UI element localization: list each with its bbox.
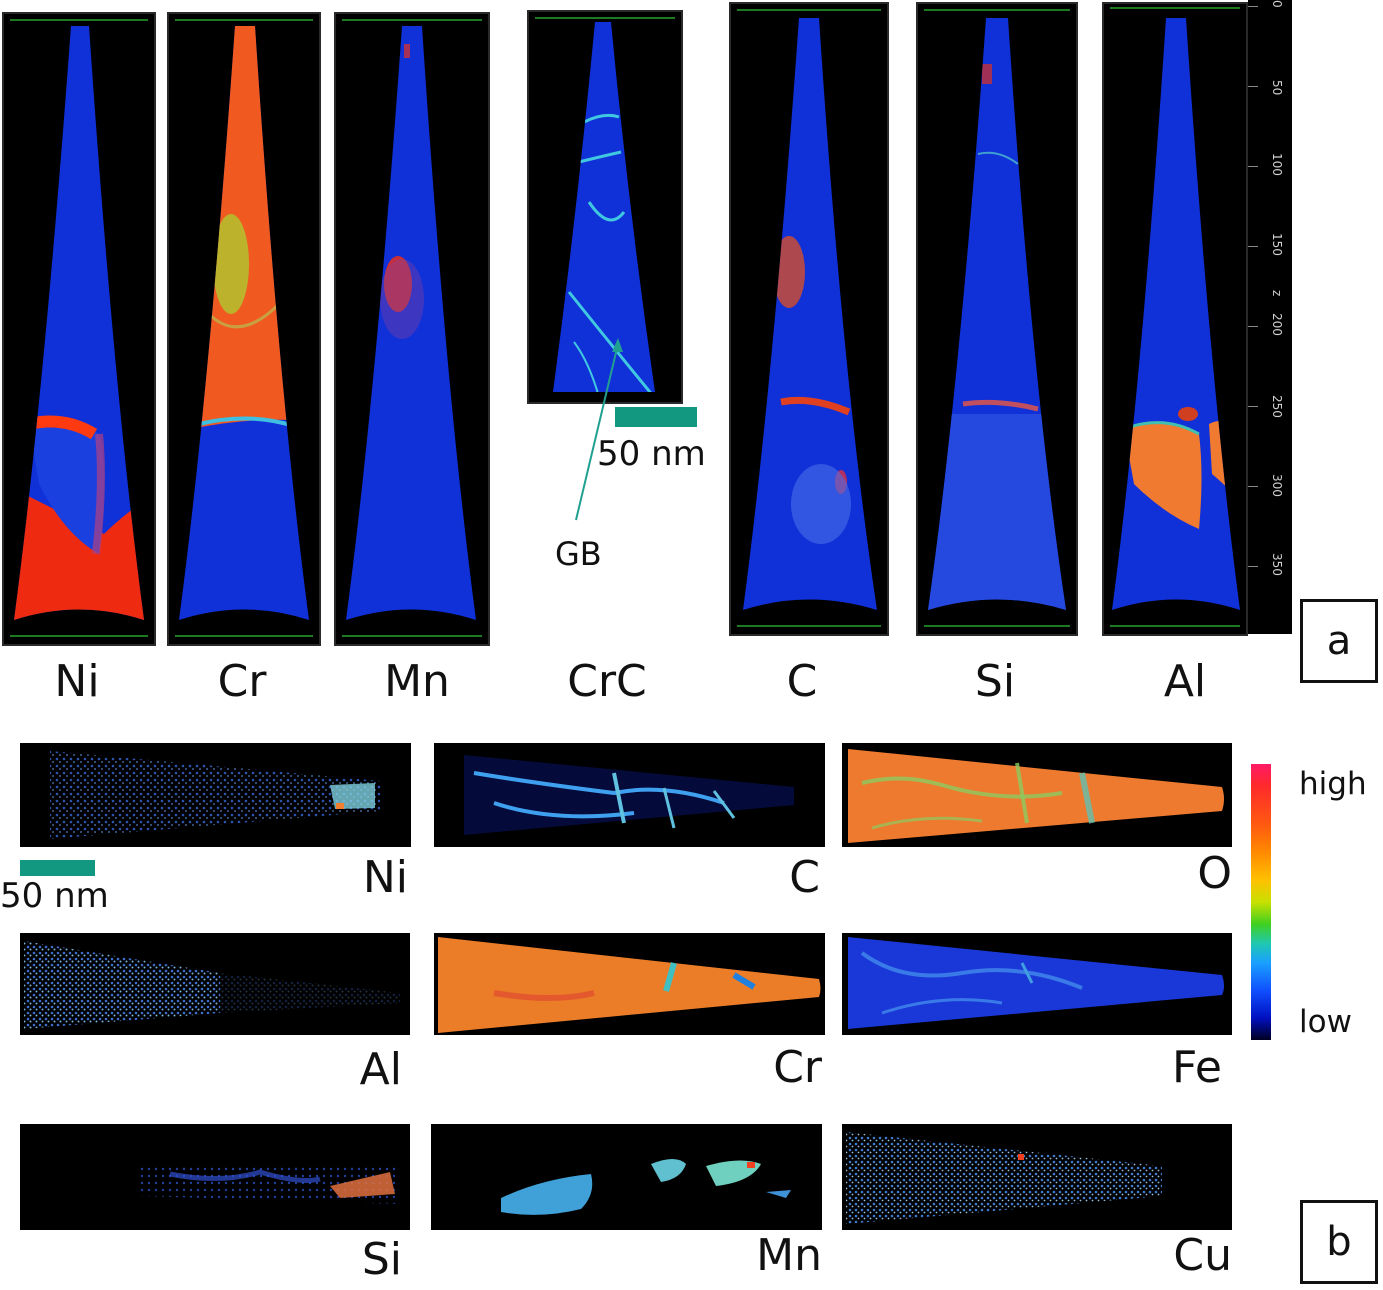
map-cr (434, 933, 825, 1035)
map-label-c: C (789, 852, 820, 903)
z-tick-mark (1248, 246, 1258, 247)
tip-label-mn: Mn (384, 656, 450, 707)
z-tick-mark (1248, 6, 1258, 7)
panel-tag-b: b (1300, 1200, 1378, 1284)
map-label-cr: Cr (773, 1042, 822, 1093)
map-label-o: O (1197, 848, 1232, 899)
map-label-si: Si (361, 1234, 402, 1285)
tip-label-crc: CrC (567, 656, 647, 707)
gb-arrow (575, 338, 623, 521)
z-tick-mark (1248, 86, 1258, 87)
map-label-fe: Fe (1172, 1042, 1222, 1093)
z-tick-label: 300 (1270, 474, 1284, 497)
tip-label-cr: Cr (217, 656, 267, 707)
tip-map-mn (334, 12, 490, 646)
tip-map-si (916, 2, 1078, 636)
z-tick-mark (1248, 166, 1258, 167)
tip-label-al: Al (1163, 656, 1207, 707)
scale-bar-b-label: 50 nm (0, 876, 109, 916)
map-label-cu: Cu (1173, 1230, 1232, 1281)
map-label-mn: Mn (756, 1230, 822, 1281)
scale-bar-a-label: 50 nm (597, 434, 706, 474)
map-si (20, 1124, 410, 1230)
z-tick-mark (1248, 406, 1258, 407)
z-tick-label: 0 (1270, 0, 1284, 8)
z-tick-label: 350 (1270, 553, 1284, 576)
map-cu (842, 1124, 1232, 1230)
map-label-al: Al (359, 1044, 402, 1095)
z-axis-label: z (1270, 290, 1284, 297)
tip-map-al (1102, 2, 1248, 636)
scale-bar-a (615, 407, 697, 427)
z-tick-mark (1248, 566, 1258, 567)
map-o (842, 743, 1232, 847)
map-al (20, 933, 410, 1035)
map-fe (842, 933, 1232, 1035)
z-tick-label: 200 (1270, 313, 1284, 336)
z-tick-mark (1248, 326, 1258, 327)
z-tick-label: 50 (1270, 80, 1284, 96)
panel-tag-a: a (1300, 599, 1378, 683)
tip-map-crc (527, 10, 683, 404)
z-tick-label: 100 (1270, 153, 1284, 176)
tip-label-ni: Ni (54, 656, 100, 707)
z-tick-label: 150 (1270, 233, 1284, 256)
z-axis: 0 50 100 150 200 z 250 300 350 (1248, 0, 1292, 634)
z-tick-label: 250 (1270, 395, 1284, 418)
tip-map-cr (167, 12, 321, 646)
map-mn (431, 1124, 822, 1230)
tip-map-ni (2, 12, 156, 646)
map-ni (20, 743, 411, 847)
scale-bar-b (20, 860, 95, 876)
tip-label-c: C (786, 656, 818, 707)
gb-annotation: GB (555, 535, 602, 573)
map-label-ni: Ni (362, 852, 408, 903)
tip-label-si: Si (974, 656, 1016, 707)
legend-low-label: low (1299, 1004, 1352, 1040)
z-tick-mark (1248, 486, 1258, 487)
legend-high-label: high (1299, 766, 1367, 802)
map-c (434, 743, 825, 847)
color-scale-bar (1251, 764, 1271, 1040)
tip-map-c (729, 2, 889, 636)
